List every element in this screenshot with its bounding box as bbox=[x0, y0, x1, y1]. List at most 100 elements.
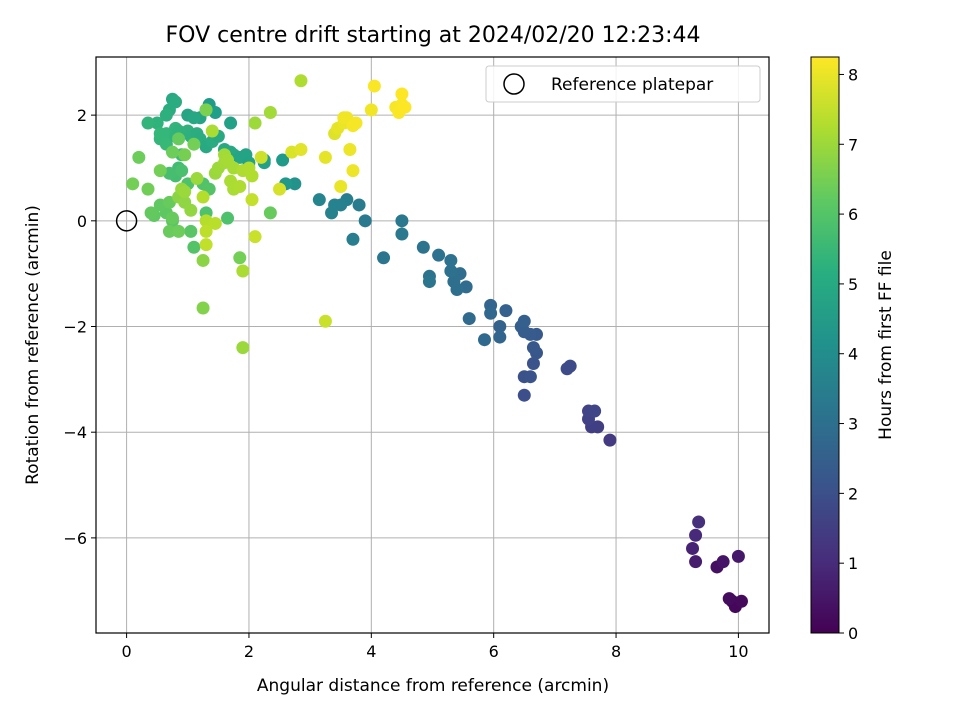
data-point bbox=[432, 248, 446, 262]
data-point bbox=[444, 264, 458, 278]
data-point bbox=[233, 179, 247, 193]
data-point bbox=[184, 224, 198, 238]
x-tick-label: 2 bbox=[244, 642, 254, 661]
data-point bbox=[172, 132, 186, 146]
data-point bbox=[132, 150, 146, 164]
data-point bbox=[560, 362, 574, 376]
data-point bbox=[236, 264, 250, 278]
data-point bbox=[162, 224, 176, 238]
data-point bbox=[493, 330, 507, 344]
y-tick-label: −6 bbox=[63, 529, 87, 548]
data-point bbox=[187, 111, 201, 125]
data-point bbox=[517, 388, 531, 402]
colorbar-ticks: 0 1 2 3 4 5 6 7 8 bbox=[839, 65, 858, 643]
y-tick-label: −4 bbox=[63, 423, 87, 442]
data-point bbox=[199, 103, 213, 117]
colorbar-label: Hours from first FF file bbox=[876, 250, 896, 440]
data-point bbox=[588, 404, 602, 418]
data-point bbox=[334, 179, 348, 193]
data-point bbox=[294, 142, 308, 156]
data-point bbox=[358, 214, 372, 228]
data-point bbox=[159, 108, 173, 122]
data-point bbox=[196, 190, 210, 204]
data-point bbox=[144, 206, 158, 220]
data-point bbox=[175, 164, 189, 178]
data-point bbox=[364, 103, 378, 117]
data-point bbox=[689, 555, 703, 569]
data-point bbox=[187, 137, 201, 151]
data-point bbox=[312, 193, 326, 207]
colorbar-tick-label: 8 bbox=[848, 65, 858, 84]
data-point bbox=[208, 216, 222, 230]
data-point bbox=[395, 227, 409, 241]
data-point bbox=[172, 224, 186, 238]
data-point bbox=[294, 74, 308, 88]
data-point bbox=[352, 198, 366, 212]
data-point bbox=[478, 333, 492, 347]
data-point bbox=[367, 79, 381, 93]
plot-frame bbox=[95, 56, 770, 634]
chart-title: FOV centre drift starting at 2024/02/20 … bbox=[166, 23, 701, 48]
data-point bbox=[716, 555, 730, 569]
data-point bbox=[187, 240, 201, 254]
data-point bbox=[245, 169, 259, 183]
data-point bbox=[276, 153, 290, 167]
data-points bbox=[126, 74, 748, 614]
data-point bbox=[346, 164, 360, 178]
y-axis-ticks: −6 −4 −2 0 2 bbox=[63, 106, 96, 548]
colorbar-tick-label: 7 bbox=[848, 135, 858, 154]
y-tick-label: 2 bbox=[77, 106, 87, 125]
data-point bbox=[263, 206, 277, 220]
legend-marker bbox=[503, 73, 525, 95]
colorbar-tick-label: 3 bbox=[848, 415, 858, 434]
data-point bbox=[178, 185, 192, 199]
data-point bbox=[205, 124, 219, 138]
reference-platepar-marker bbox=[115, 210, 138, 232]
data-point bbox=[165, 145, 179, 159]
legend-box bbox=[485, 65, 761, 103]
data-point bbox=[196, 301, 210, 315]
data-point bbox=[126, 177, 140, 191]
legend-entry-label: Reference platepar bbox=[551, 75, 713, 95]
data-point bbox=[245, 193, 259, 207]
data-point bbox=[523, 370, 537, 384]
data-point bbox=[141, 116, 155, 130]
data-point bbox=[526, 341, 540, 355]
x-tick-label: 4 bbox=[366, 642, 376, 661]
data-point bbox=[422, 275, 436, 289]
data-point bbox=[325, 206, 339, 220]
colorbar-tick-label: 6 bbox=[848, 205, 858, 224]
legend: Reference platepar bbox=[485, 65, 761, 103]
data-point bbox=[318, 150, 332, 164]
data-point bbox=[236, 341, 250, 355]
data-point bbox=[190, 172, 204, 186]
data-point bbox=[178, 148, 192, 162]
data-point bbox=[689, 528, 703, 542]
data-point bbox=[273, 182, 287, 196]
x-tick-label: 8 bbox=[611, 642, 621, 661]
data-point bbox=[318, 314, 332, 328]
data-point bbox=[254, 150, 268, 164]
data-point bbox=[221, 211, 235, 225]
data-point bbox=[444, 253, 458, 267]
data-point bbox=[263, 105, 277, 119]
data-point bbox=[692, 515, 706, 529]
colorbar: 0 1 2 3 4 5 6 7 8 Hours from first FF file bbox=[810, 56, 896, 643]
data-point bbox=[224, 116, 238, 130]
colorbar-tick-label: 4 bbox=[848, 345, 858, 364]
colorbar-tick-label: 0 bbox=[848, 624, 858, 643]
data-point bbox=[722, 592, 736, 606]
colorbar-tick-label: 1 bbox=[848, 554, 858, 573]
data-point bbox=[447, 275, 461, 289]
data-point bbox=[199, 238, 213, 252]
y-axis-label: Rotation from reference (arcmin) bbox=[23, 205, 43, 485]
data-point bbox=[493, 320, 507, 334]
x-tick-label: 10 bbox=[728, 642, 748, 661]
colorbar-tick-label: 5 bbox=[848, 275, 858, 294]
data-point bbox=[731, 549, 745, 563]
data-point bbox=[349, 116, 363, 130]
data-point bbox=[398, 100, 412, 114]
data-point bbox=[153, 164, 167, 178]
data-point bbox=[395, 214, 409, 228]
